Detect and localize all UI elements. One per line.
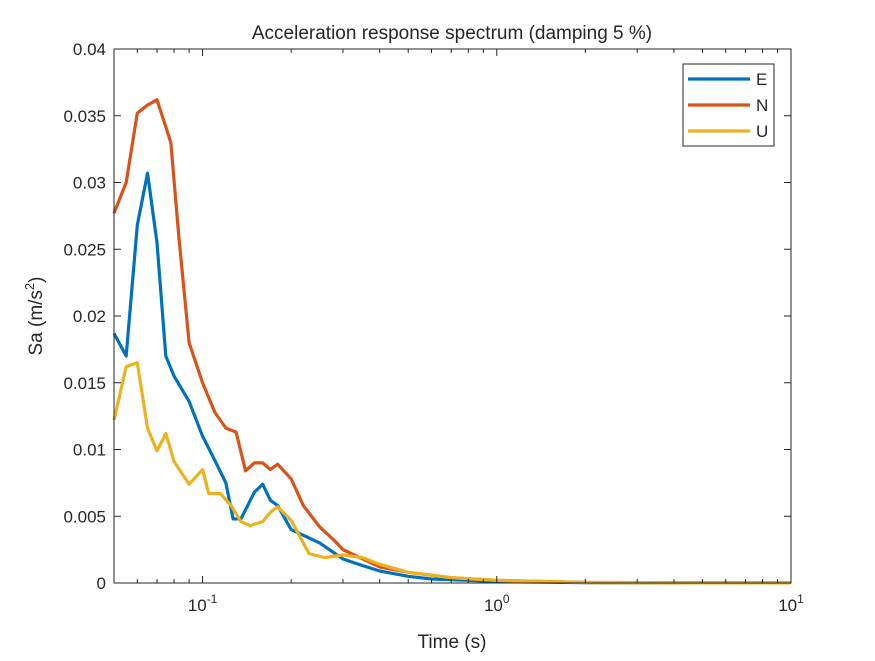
x-tick-label-exponent: 0 [503, 592, 510, 606]
x-tick-label: 100 [484, 592, 510, 615]
series-line-e [112, 171, 791, 585]
x-tick-label-exponent: -1 [207, 592, 218, 606]
x-tick-label-base: 10 [484, 596, 503, 615]
y-axis-label-superscript: 2 [22, 283, 37, 290]
y-tick-label: 0.02 [73, 307, 106, 326]
series-line-u [112, 361, 791, 585]
series-layer [112, 98, 791, 585]
x-tick-label: 10-1 [188, 592, 218, 615]
y-tick-label: 0.025 [63, 240, 106, 259]
legend-label-u: U [756, 122, 768, 141]
x-tick-label-base: 10 [188, 596, 207, 615]
legend: ENU [682, 63, 775, 147]
y-tick-label: 0 [97, 574, 106, 593]
y-tick-label: 0.03 [73, 174, 106, 193]
chart-title: Acceleration response spectrum (damping … [252, 23, 652, 44]
y-tick-label: 0.04 [73, 40, 106, 59]
y-tick-label: 0.015 [63, 374, 106, 393]
y-tick-label: 0.01 [73, 441, 106, 460]
x-tick-label-exponent: 1 [797, 592, 804, 606]
legend-label-n: N [756, 96, 768, 115]
x-tick-label-base: 10 [778, 596, 797, 615]
x-axis-label: Time (s) [418, 632, 487, 653]
y-axis-label-main: Sa (m/s [26, 290, 47, 355]
y-axis-label-close: ) [26, 276, 47, 282]
y-axis-label: Sa (m/s2) [22, 276, 47, 355]
y-tick-label: 0.035 [63, 107, 106, 126]
ticks-layer: 00.0050.010.0150.020.0250.030.0350.0410-… [63, 40, 804, 615]
legend-label-e: E [756, 70, 767, 89]
x-tick-label: 101 [778, 592, 804, 615]
y-tick-label: 0.005 [63, 507, 106, 526]
